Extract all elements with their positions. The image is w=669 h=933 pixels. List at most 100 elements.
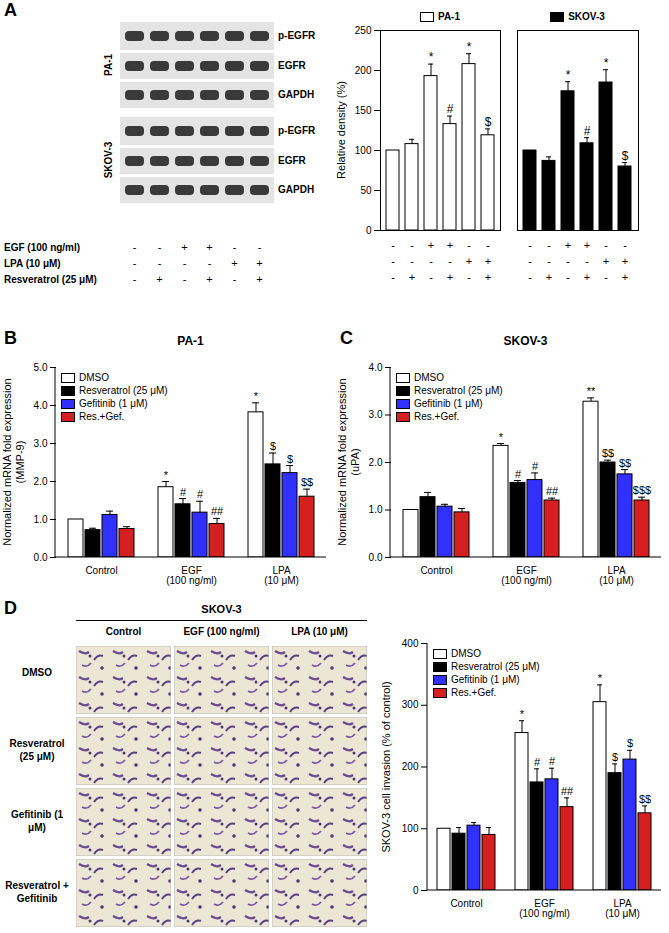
svg-text:100: 100	[402, 823, 419, 834]
svg-text:p-EGFR: p-EGFR	[278, 30, 316, 41]
svg-text:##: ##	[561, 785, 574, 797]
svg-text:$: $	[287, 453, 293, 465]
svg-text:*: *	[429, 50, 434, 64]
svg-text:Control: Control	[450, 898, 482, 909]
svg-text:-: -	[391, 255, 395, 267]
svg-text:0: 0	[366, 225, 372, 236]
svg-text:-: -	[391, 271, 395, 283]
svg-text:-: -	[604, 239, 608, 251]
svg-text:-: -	[410, 255, 414, 267]
svg-text:4.0: 4.0	[34, 400, 48, 411]
svg-text:SKOV-3: SKOV-3	[103, 141, 114, 178]
svg-text:+: +	[256, 273, 262, 285]
svg-text:PA-1: PA-1	[103, 54, 114, 76]
svg-text:300: 300	[402, 699, 419, 710]
svg-text:Control: Control	[420, 565, 452, 576]
svg-text:+: +	[206, 241, 212, 253]
svg-text:-: -	[566, 255, 570, 267]
svg-text:GAPDH: GAPDH	[278, 184, 314, 195]
svg-text:+: +	[565, 239, 571, 251]
svg-text:#: #	[584, 124, 591, 138]
svg-text:LPA(10 μM): LPA(10 μM)	[599, 565, 634, 586]
svg-text:-: -	[391, 239, 395, 251]
svg-text:EGF (100 ng/ml): EGF (100 ng/ml)	[4, 242, 80, 253]
svg-text:*: *	[604, 56, 609, 70]
svg-text:1.0: 1.0	[34, 514, 48, 525]
svg-text:+: +	[546, 271, 552, 283]
svg-text:+: +	[447, 271, 453, 283]
svg-text:-: -	[429, 271, 433, 283]
svg-text:-: -	[467, 239, 471, 251]
svg-text:+: +	[181, 241, 187, 253]
svg-text:##: ##	[211, 505, 224, 517]
svg-text:EGF(100 ng/ml): EGF(100 ng/ml)	[519, 898, 570, 919]
svg-text:-: -	[133, 273, 137, 285]
svg-text:+: +	[485, 255, 491, 267]
svg-text:-: -	[547, 239, 551, 251]
svg-text:-: -	[208, 257, 212, 269]
svg-text:+: +	[622, 255, 628, 267]
svg-text:EGFR: EGFR	[278, 60, 307, 71]
svg-text:-: -	[158, 241, 162, 253]
svg-text:p-EGFR: p-EGFR	[278, 125, 316, 136]
svg-text:#: #	[180, 486, 187, 498]
svg-text:LPA(10 μM): LPA(10 μM)	[264, 565, 299, 586]
svg-text:-: -	[467, 271, 471, 283]
svg-text:#: #	[549, 755, 556, 767]
svg-text:EGF(100 ng/ml): EGF(100 ng/ml)	[501, 565, 552, 586]
svg-text:-: -	[528, 271, 532, 283]
svg-text:-: -	[486, 239, 490, 251]
svg-text:-: -	[585, 255, 589, 267]
svg-text:250: 250	[355, 25, 372, 36]
svg-text:+: +	[447, 239, 453, 251]
svg-text:#: #	[447, 102, 454, 116]
svg-text:400: 400	[402, 638, 419, 649]
svg-text:**: **	[587, 385, 596, 397]
svg-text:100: 100	[355, 145, 372, 156]
svg-text:-: -	[528, 255, 532, 267]
svg-text:+: +	[584, 239, 590, 251]
svg-text:*: *	[254, 390, 259, 402]
svg-text:+: +	[156, 273, 162, 285]
svg-text:2.0: 2.0	[369, 457, 383, 468]
svg-text:LPA(10 μM): LPA(10 μM)	[605, 898, 640, 919]
svg-text:*: *	[164, 469, 169, 481]
svg-text:$: $	[627, 737, 633, 749]
svg-text:LPA (10 μM): LPA (10 μM)	[4, 258, 61, 269]
svg-text:$: $	[622, 149, 629, 163]
svg-text:+: +	[409, 271, 415, 283]
svg-text:150: 150	[355, 105, 372, 116]
svg-text:$$$: $$$	[633, 484, 651, 496]
svg-text:Control: Control	[85, 565, 117, 576]
svg-text:EGFR: EGFR	[278, 155, 307, 166]
svg-text:200: 200	[355, 65, 372, 76]
svg-text:-: -	[566, 271, 570, 283]
svg-text:-: -	[547, 255, 551, 267]
svg-text:0.0: 0.0	[34, 552, 48, 563]
svg-text:2.0: 2.0	[34, 476, 48, 487]
svg-text:1.0: 1.0	[369, 504, 383, 515]
svg-text:*: *	[499, 431, 504, 443]
svg-text:$: $	[485, 115, 492, 129]
svg-text:*: *	[520, 708, 525, 720]
svg-text:-: -	[623, 239, 627, 251]
svg-text:200: 200	[402, 761, 419, 772]
svg-text:#: #	[515, 468, 522, 480]
svg-text:50: 50	[360, 185, 372, 196]
svg-text:$: $	[270, 440, 276, 452]
svg-text:GAPDH: GAPDH	[278, 89, 314, 100]
svg-text:#: #	[532, 460, 539, 472]
svg-text:-: -	[183, 257, 187, 269]
svg-text:5.0: 5.0	[34, 362, 48, 373]
svg-text:-: -	[258, 241, 262, 253]
svg-text:3.0: 3.0	[369, 409, 383, 420]
svg-text:-: -	[429, 255, 433, 267]
svg-text:+: +	[428, 239, 434, 251]
svg-text:+: +	[622, 271, 628, 283]
svg-text:0.0: 0.0	[369, 552, 383, 563]
svg-text:$$: $$	[602, 447, 614, 459]
svg-text:-: -	[133, 257, 137, 269]
svg-text:-: -	[448, 255, 452, 267]
svg-text:4.0: 4.0	[369, 362, 383, 373]
svg-text:-: -	[233, 273, 237, 285]
